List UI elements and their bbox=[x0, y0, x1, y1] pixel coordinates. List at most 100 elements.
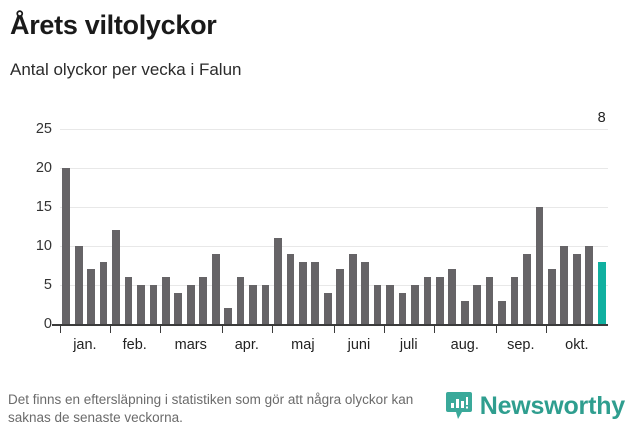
bar[interactable] bbox=[261, 285, 270, 324]
bar-slot[interactable] bbox=[583, 129, 595, 324]
bar-slot[interactable] bbox=[309, 129, 321, 324]
bar-slot[interactable] bbox=[160, 129, 172, 324]
bar[interactable] bbox=[124, 277, 133, 324]
bar[interactable] bbox=[572, 253, 581, 324]
bar-slot[interactable] bbox=[409, 129, 421, 324]
bar[interactable] bbox=[535, 207, 544, 324]
bar[interactable] bbox=[473, 285, 482, 324]
bar[interactable] bbox=[485, 277, 494, 324]
bar-slot[interactable]: 8 bbox=[595, 110, 607, 324]
bar-slot[interactable] bbox=[371, 129, 383, 324]
bar-slot[interactable] bbox=[421, 129, 433, 324]
bar[interactable] bbox=[498, 300, 506, 324]
bar[interactable] bbox=[161, 277, 170, 324]
bar[interactable] bbox=[435, 277, 444, 324]
bar[interactable] bbox=[523, 253, 531, 324]
bar[interactable] bbox=[149, 285, 158, 324]
bar-slot[interactable] bbox=[85, 129, 97, 324]
bar-slot[interactable] bbox=[533, 129, 545, 324]
bar-slot[interactable] bbox=[359, 129, 371, 324]
x-axis-tick-label: apr. bbox=[234, 337, 259, 353]
bar[interactable] bbox=[62, 168, 71, 324]
bar[interactable] bbox=[585, 246, 594, 324]
bar[interactable] bbox=[236, 277, 245, 324]
bar[interactable] bbox=[211, 253, 220, 324]
bar[interactable] bbox=[199, 277, 208, 324]
bar[interactable] bbox=[336, 269, 345, 324]
gridline bbox=[60, 168, 608, 169]
bar-slot[interactable] bbox=[384, 129, 396, 324]
bar[interactable] bbox=[460, 300, 469, 324]
y-axis-tick-label: 0 bbox=[43, 316, 52, 332]
bar[interactable] bbox=[361, 261, 369, 324]
bar[interactable] bbox=[311, 261, 320, 324]
bar-slot[interactable] bbox=[496, 129, 508, 324]
x-axis-tick-label: maj bbox=[291, 337, 315, 353]
bar-slot[interactable] bbox=[247, 129, 259, 324]
x-axis-ticks bbox=[60, 326, 608, 334]
bar[interactable] bbox=[249, 285, 257, 324]
x-axis-labels: jan. feb. mars apr. maj juni juli aug. sep. okt. bbox=[60, 337, 608, 361]
bar[interactable] bbox=[548, 269, 556, 324]
bar[interactable] bbox=[448, 269, 457, 324]
bar-slot[interactable] bbox=[60, 129, 72, 324]
bar-slot[interactable] bbox=[434, 129, 446, 324]
bar-slot[interactable] bbox=[259, 129, 271, 324]
bar-slot[interactable] bbox=[459, 129, 471, 324]
bar[interactable] bbox=[386, 285, 394, 324]
x-axis-tick-label: okt. bbox=[565, 337, 589, 353]
bar-slot[interactable] bbox=[396, 129, 408, 324]
bar[interactable] bbox=[560, 246, 569, 324]
bar-slot[interactable] bbox=[284, 129, 296, 324]
bar-slot[interactable] bbox=[222, 129, 234, 324]
bar[interactable] bbox=[74, 246, 83, 324]
footer-note: Det finns en eftersläpning i statistiken… bbox=[8, 392, 414, 425]
bar-slot[interactable] bbox=[122, 129, 134, 324]
bar-slot[interactable] bbox=[546, 129, 558, 324]
bar-slot[interactable] bbox=[508, 129, 520, 324]
x-axis-tick bbox=[545, 326, 547, 333]
bar[interactable] bbox=[186, 285, 195, 324]
brand-logo: Newsworthy bbox=[445, 391, 625, 421]
bar[interactable] bbox=[373, 285, 382, 324]
bar-slot[interactable] bbox=[334, 129, 346, 324]
bar[interactable] bbox=[348, 253, 357, 324]
bar-slot[interactable] bbox=[558, 129, 570, 324]
bar-slot[interactable] bbox=[297, 129, 309, 324]
bar-slot[interactable] bbox=[322, 129, 334, 324]
bar-slot[interactable] bbox=[135, 129, 147, 324]
bar-highlighted[interactable]: 8 bbox=[598, 110, 606, 324]
bar-slot[interactable] bbox=[209, 129, 221, 324]
gridline bbox=[60, 285, 608, 286]
bar-slot[interactable] bbox=[110, 129, 122, 324]
bar[interactable] bbox=[510, 277, 519, 324]
bar[interactable] bbox=[298, 261, 307, 324]
bar-slot[interactable] bbox=[185, 129, 197, 324]
bar[interactable] bbox=[286, 253, 295, 324]
bar-slot[interactable] bbox=[571, 129, 583, 324]
bar[interactable] bbox=[224, 308, 232, 324]
bar[interactable] bbox=[411, 285, 419, 324]
bar-slot[interactable] bbox=[97, 129, 109, 324]
bar-slot[interactable] bbox=[72, 129, 84, 324]
bar-slot[interactable] bbox=[483, 129, 495, 324]
bar-slot[interactable] bbox=[147, 129, 159, 324]
bar-slot[interactable] bbox=[234, 129, 246, 324]
bar[interactable] bbox=[112, 230, 120, 324]
gridline bbox=[60, 246, 608, 247]
bar-slot[interactable] bbox=[172, 129, 184, 324]
bar-slot[interactable] bbox=[521, 129, 533, 324]
bar[interactable] bbox=[174, 292, 183, 324]
bar[interactable] bbox=[398, 292, 407, 324]
bar[interactable] bbox=[274, 238, 282, 324]
bar-slot[interactable] bbox=[346, 129, 358, 324]
bar[interactable] bbox=[323, 292, 332, 324]
bar-slot[interactable] bbox=[446, 129, 458, 324]
bar-slot[interactable] bbox=[197, 129, 209, 324]
bar-slot[interactable] bbox=[471, 129, 483, 324]
bar[interactable] bbox=[423, 277, 432, 324]
bar[interactable] bbox=[137, 285, 145, 324]
bar[interactable] bbox=[87, 269, 95, 324]
bar[interactable] bbox=[99, 261, 108, 324]
bar-slot[interactable] bbox=[272, 129, 284, 324]
